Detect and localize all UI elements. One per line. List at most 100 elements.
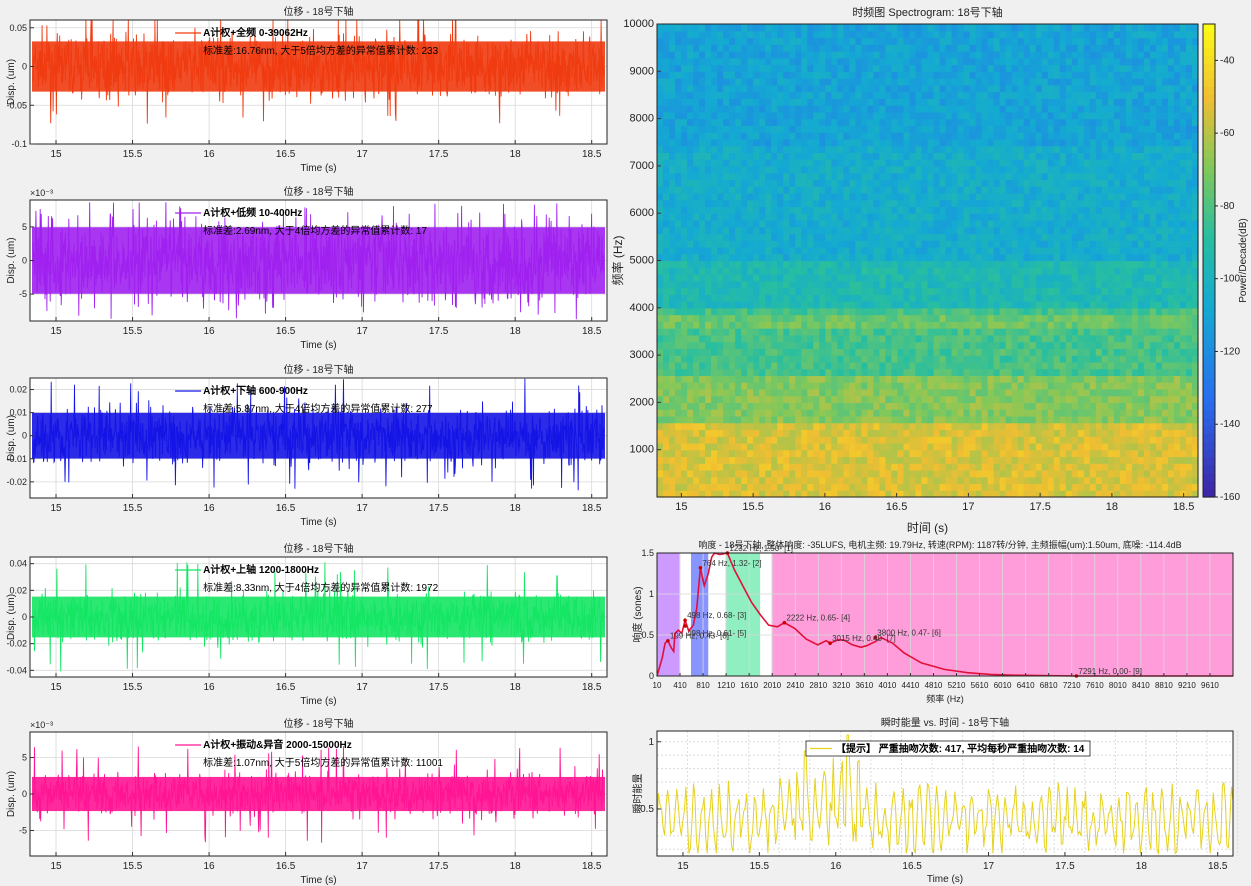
spectrogram-cell xyxy=(831,253,838,262)
spectrogram-cell xyxy=(1047,355,1055,363)
spectrogram-cell xyxy=(1065,361,1073,370)
spectrogram-cell xyxy=(1089,233,1097,241)
spectrogram-cell xyxy=(1107,314,1115,322)
spectrogram-cell xyxy=(1035,138,1043,147)
spectrogram-cell xyxy=(963,172,971,181)
spectrogram-cell xyxy=(939,152,947,160)
spectrogram-cell xyxy=(699,307,706,316)
spectrogram-cell xyxy=(879,206,887,214)
spectrogram-cell xyxy=(813,152,820,160)
spectrogram-cell xyxy=(855,287,862,295)
spectrogram-cell xyxy=(807,328,814,336)
spectrogram-cell xyxy=(687,415,694,424)
spectrogram-cell xyxy=(1095,415,1103,424)
spectrogram-cell xyxy=(1053,233,1061,241)
spectrogram-cell xyxy=(1119,395,1127,403)
spectrogram-cell xyxy=(909,287,917,295)
spectrogram-cell xyxy=(1119,186,1127,194)
spectrogram-cell xyxy=(909,301,917,309)
spectrogram-cell xyxy=(939,307,947,316)
spectrogram-cell xyxy=(819,395,826,403)
spectrogram-cell xyxy=(879,233,887,241)
spectrogram-cell xyxy=(741,348,748,356)
spectrogram-cell xyxy=(897,382,905,390)
spectrogram-cell xyxy=(1083,490,1091,498)
spectrogram-cell xyxy=(1071,267,1079,275)
spectrogram-cell xyxy=(801,172,808,181)
spectrogram-cell xyxy=(987,321,995,329)
spectrogram-cell xyxy=(1155,388,1163,397)
spectrogram-cell xyxy=(891,388,899,397)
x-tick-label: 18.5 xyxy=(582,503,602,514)
spectrogram-cell xyxy=(963,287,971,295)
spectrogram-cell xyxy=(795,213,802,221)
spectrogram-cell xyxy=(789,341,796,349)
spectrogram-cell xyxy=(981,274,989,282)
spectrogram-cell xyxy=(933,348,941,356)
spectrogram-cell xyxy=(945,456,953,464)
spectrogram-cell xyxy=(681,219,688,228)
spectrogram-cell xyxy=(729,436,736,444)
x-tick-label: 15.5 xyxy=(123,682,143,693)
spectrogram-cell xyxy=(729,274,736,282)
spectrogram-cell xyxy=(1173,280,1181,289)
spectrogram-cell xyxy=(717,186,724,194)
spectrogram-cell xyxy=(819,159,826,167)
spectrogram-cell xyxy=(1011,138,1019,147)
spectrogram-cell xyxy=(1179,442,1187,451)
spectrogram-cell xyxy=(1167,422,1175,431)
spectrogram-cell xyxy=(1185,469,1193,478)
spectrogram-cell xyxy=(861,199,868,208)
spectrogram-cell xyxy=(741,375,748,383)
spectrogram-cell xyxy=(837,206,844,214)
spectrogram-cell xyxy=(819,368,826,376)
spectrogram-cell xyxy=(1107,260,1115,268)
spectrogram-cell xyxy=(927,294,935,302)
spectrogram-cell xyxy=(909,422,917,431)
spectrogram-cell xyxy=(729,402,736,410)
spectrogram-cell xyxy=(699,233,706,241)
spectrogram-cell xyxy=(771,206,778,214)
spectrogram-cell xyxy=(915,382,923,390)
spectrogram-cell xyxy=(1191,456,1199,464)
spectrogram-cell xyxy=(975,348,983,356)
spectrogram-cell xyxy=(753,314,760,322)
spectrogram-cell xyxy=(1041,328,1049,336)
spectrogram-cell xyxy=(1101,294,1109,302)
spectrogram-cell xyxy=(909,328,917,336)
spectrogram-cell xyxy=(765,172,772,181)
spectrogram-cell xyxy=(1005,341,1013,349)
spectrogram-cell xyxy=(777,267,784,275)
spectrogram-cell xyxy=(741,199,748,208)
spectrogram-cell xyxy=(687,138,694,147)
spectrogram-cell xyxy=(891,294,899,302)
spectrogram-cell xyxy=(675,159,682,167)
spectrogram-cell xyxy=(1053,469,1061,478)
spectrogram-cell xyxy=(1167,152,1175,160)
spectrogram-cell xyxy=(981,240,989,248)
spectrogram-cell xyxy=(801,382,808,390)
spectrogram-cell xyxy=(867,314,874,322)
spectrogram-cell xyxy=(981,341,989,349)
spectrogram-cell xyxy=(1173,382,1181,390)
spectrogram-cell xyxy=(717,192,724,201)
spectrogram-cell xyxy=(1047,334,1055,343)
spectrogram-cell xyxy=(777,287,784,295)
spectrogram-cell xyxy=(717,179,724,187)
spectrogram-cell xyxy=(945,138,953,147)
spectrogram-cell xyxy=(993,395,1001,403)
spectrogram-cell xyxy=(915,436,923,444)
spectrogram-cell xyxy=(951,314,959,322)
spectrogram-cell xyxy=(1059,321,1067,329)
spectrogram-cell xyxy=(987,314,995,322)
spectrogram-cell xyxy=(813,334,820,343)
spectrogram-cell xyxy=(1173,301,1181,309)
spectrogram-cell xyxy=(765,246,772,255)
spectrogram-cell xyxy=(1179,213,1187,221)
spectrogram-cell xyxy=(1191,368,1199,376)
spectrogram-cell xyxy=(981,145,989,153)
spectrogram-cell xyxy=(801,301,808,309)
spectrogram-cell xyxy=(1083,355,1091,363)
spectrogram-cell xyxy=(729,246,736,255)
spectrogram-cell xyxy=(819,138,826,147)
